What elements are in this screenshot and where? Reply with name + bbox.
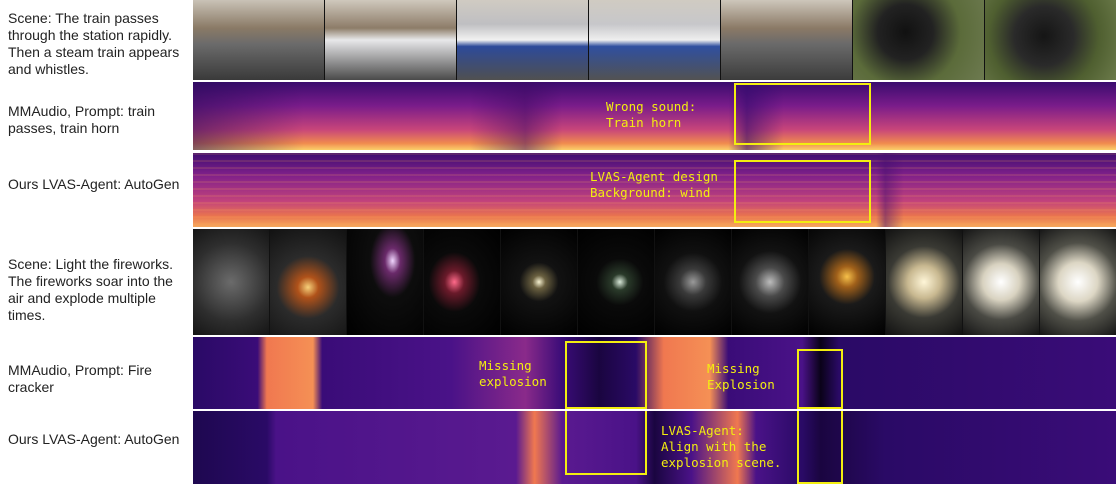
align-explosion-annotation: LVAS-Agent: Align with the explosion sce… — [661, 423, 782, 470]
ours-fireworks-spectrogram: LVAS-Agent: Align with the explosion sce… — [193, 411, 1116, 484]
steam-train-frame — [985, 0, 1116, 80]
steam-train-frame — [853, 0, 985, 80]
wrong-sound-box — [734, 83, 871, 145]
firework-frame — [193, 229, 270, 335]
train-frame — [325, 0, 457, 80]
missing-explosion-annotation-1: Missing explosion — [479, 358, 547, 389]
train-frame — [589, 0, 721, 80]
train-frame — [457, 0, 589, 80]
ours1-label: Ours LVAS-Agent: AutoGen — [8, 176, 180, 192]
firework-frame — [886, 229, 963, 335]
fireworks-frames-strip — [193, 229, 1116, 335]
explosion-box-2 — [797, 411, 843, 484]
mmaudio1-label: MMAudio, Prompt: train passes, train hor… — [8, 103, 156, 136]
missing-explosion-box-2 — [797, 349, 843, 409]
wrong-sound-annotation: Wrong sound: Train horn — [606, 99, 697, 130]
train-frames-strip — [193, 0, 1116, 80]
background-wind-annotation: LVAS-Agent design Background: wind — [590, 169, 718, 200]
firework-frame — [732, 229, 809, 335]
train-frame — [721, 0, 853, 80]
scene2-label: Scene: Light the fireworks. The firework… — [8, 256, 173, 323]
scene1-label: Scene: The train passes through the stat… — [8, 10, 180, 77]
missing-explosion-annotation-2: Missing Explosion — [707, 361, 775, 392]
mmaudio-train-spectrogram: Wrong sound: Train horn — [193, 82, 1116, 150]
explosion-box-1 — [565, 411, 647, 475]
ours-train-spectrogram: LVAS-Agent design Background: wind — [193, 153, 1116, 227]
mmaudio-fireworks-spectrogram: Missing explosion Missing Explosion — [193, 337, 1116, 409]
firework-frame — [270, 229, 347, 335]
firework-frame — [809, 229, 886, 335]
firework-frame — [424, 229, 501, 335]
firework-frame — [655, 229, 732, 335]
firework-frame — [1040, 229, 1116, 335]
train-frame — [193, 0, 325, 80]
mmaudio2-label: MMAudio, Prompt: Fire cracker — [8, 362, 152, 395]
missing-explosion-box-1 — [565, 341, 647, 409]
firework-frame — [963, 229, 1040, 335]
background-wind-box — [734, 160, 871, 223]
ours2-label: Ours LVAS-Agent: AutoGen — [8, 431, 180, 447]
firework-frame — [501, 229, 578, 335]
firework-frame — [347, 229, 424, 335]
firework-frame — [578, 229, 655, 335]
